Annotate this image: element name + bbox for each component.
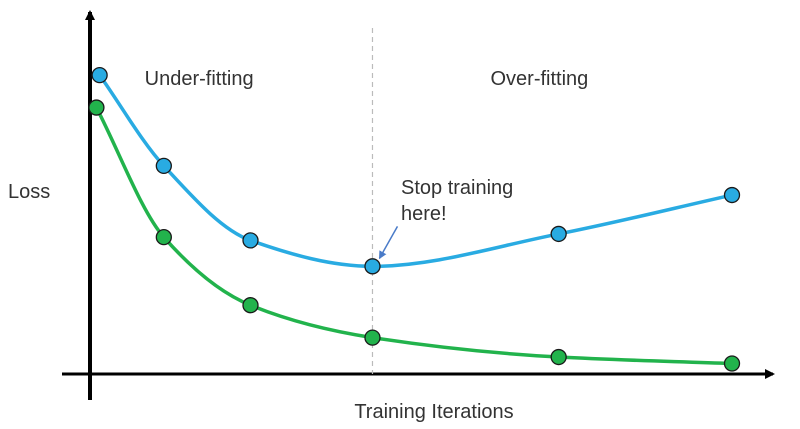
training-point-1: [88, 99, 105, 116]
region-label-over-fitting: Over-fitting: [490, 68, 588, 90]
training-loss-line: [94, 106, 733, 366]
training-point-4: [364, 329, 381, 346]
training-point-3: [242, 297, 259, 314]
validation-point-6: [723, 186, 741, 204]
y-axis-label: Loss: [8, 181, 50, 203]
region-label-under-fitting: Under-fitting: [145, 68, 254, 90]
series-layer: [88, 67, 741, 372]
training-point-2: [155, 229, 172, 246]
annotation-arrow: [378, 225, 399, 260]
validation-point-1: [91, 67, 108, 84]
validation-loss-line: [98, 74, 733, 269]
validation-point-5: [550, 225, 567, 243]
validation-point-4: [364, 258, 381, 275]
x-axis-label: Training Iterations: [354, 401, 513, 423]
annotation-text: Stop training here!: [401, 177, 519, 225]
annotation-line-1: Stop training: [401, 177, 513, 199]
training-point-5: [550, 348, 567, 366]
validation-point-2: [155, 157, 172, 175]
validation-point-3: [242, 232, 259, 249]
annotation-line-2: here!: [401, 203, 447, 225]
training-point-6: [723, 355, 741, 372]
